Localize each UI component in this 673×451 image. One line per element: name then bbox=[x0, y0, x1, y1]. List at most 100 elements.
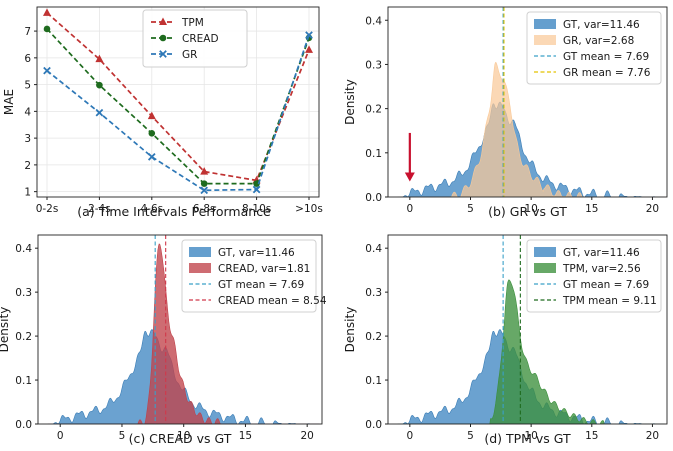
legend-marker bbox=[159, 34, 167, 42]
legend-swatch bbox=[189, 263, 211, 273]
legend-label: GT, var=11.46 bbox=[563, 247, 640, 259]
y-axis-label: Density bbox=[343, 307, 357, 353]
panel-caption: (b) GR vs GT bbox=[488, 204, 567, 219]
x-tick-label: 6-8s bbox=[193, 203, 216, 215]
data-point bbox=[96, 81, 103, 89]
data-point bbox=[43, 66, 51, 75]
legend-marker bbox=[159, 17, 167, 25]
legend-label: TPM, var=2.56 bbox=[562, 263, 641, 275]
x-tick-label: 10 bbox=[524, 430, 537, 442]
x-tick-label: 20 bbox=[300, 430, 313, 442]
axes-frame bbox=[387, 234, 668, 425]
x-tick-label: 15 bbox=[239, 430, 252, 442]
y-tick-label: 0.3 bbox=[365, 287, 382, 299]
legend-label: TPM bbox=[181, 17, 204, 29]
y-tick-label: 0.4 bbox=[365, 15, 382, 27]
legend-swatch bbox=[534, 35, 556, 45]
legend-label: GR, var=2.68 bbox=[563, 35, 634, 47]
data-point bbox=[252, 185, 261, 194]
x-tick-label: >10s bbox=[295, 203, 323, 215]
data-point bbox=[43, 25, 51, 33]
data-point bbox=[147, 153, 156, 161]
x-tick-label: 15 bbox=[585, 430, 598, 442]
data-point bbox=[95, 54, 104, 63]
y-tick-label: 7 bbox=[24, 26, 31, 38]
y-tick-label: 0.3 bbox=[15, 287, 32, 299]
legend-marker bbox=[159, 50, 167, 58]
legend: TPM CREAD GR bbox=[142, 9, 248, 68]
y-tick-label: 0.0 bbox=[15, 419, 32, 431]
x-tick-label: 0 bbox=[57, 430, 64, 442]
x-tick-label: 10 bbox=[524, 203, 537, 215]
y-tick-label: 0.1 bbox=[365, 148, 382, 160]
y-axis-label: Density bbox=[343, 79, 357, 125]
data-point bbox=[253, 180, 260, 187]
x-tick-label: 5 bbox=[467, 430, 474, 442]
panel-a: 1 2 3 4 5 6 7 0-2s 2-4s 4-6s 6-8s 8-10s >10s MAE (a) T… bbox=[2, 6, 323, 219]
legend-label: GR bbox=[182, 49, 197, 61]
annotation-arrow-head bbox=[404, 172, 415, 182]
data-point bbox=[305, 45, 313, 53]
x-tick-label: 0 bbox=[406, 430, 413, 442]
legend-label: GT mean = 7.69 bbox=[563, 279, 649, 291]
axes-frame bbox=[37, 234, 323, 425]
panel-caption: (c) CREAD vs GT bbox=[129, 431, 232, 446]
legend-label: GT mean = 7.69 bbox=[563, 51, 649, 63]
y-tick-label: 1 bbox=[24, 187, 31, 199]
y-tick-label: 5 bbox=[24, 80, 31, 92]
series-gr bbox=[43, 31, 313, 195]
panel-caption: (d) TPM vs GT bbox=[484, 431, 571, 446]
plot-area bbox=[397, 235, 665, 424]
y-tick-label: 0.0 bbox=[365, 419, 382, 431]
legend-box bbox=[181, 239, 317, 313]
data-point bbox=[95, 108, 104, 117]
axes-frame bbox=[387, 6, 668, 198]
legend-swatch bbox=[189, 247, 211, 257]
data-point bbox=[305, 31, 313, 39]
legend-box bbox=[526, 11, 662, 85]
data-point bbox=[200, 180, 208, 187]
x-tick-label: 0 bbox=[406, 203, 413, 215]
data-point bbox=[200, 186, 209, 195]
x-tick-label: 0-2s bbox=[36, 203, 59, 215]
panel-caption: (a) Time Intervals Performance bbox=[77, 204, 271, 219]
legend: GT, var=11.46 CREAD, var=1.81 GT mean = 7.… bbox=[181, 239, 327, 313]
y-tick-label: 6 bbox=[24, 53, 31, 65]
legend-label: GR mean = 7.76 bbox=[563, 67, 651, 79]
x-tick-label: 4-6s bbox=[140, 203, 163, 215]
gt-density-area bbox=[397, 101, 665, 197]
legend-label: GT, var=11.46 bbox=[218, 247, 295, 259]
series-line bbox=[46, 28, 310, 185]
y-tick-label: 0.0 bbox=[365, 192, 382, 204]
y-tick-label: 4 bbox=[24, 106, 31, 118]
data-point bbox=[147, 111, 156, 120]
legend-label: CREAD mean = 8.54 bbox=[218, 295, 327, 307]
axes-frame bbox=[36, 6, 320, 198]
legend-swatch bbox=[534, 263, 556, 273]
data-point bbox=[148, 130, 156, 137]
plot-area bbox=[47, 235, 320, 424]
x-tick-label: 20 bbox=[646, 430, 659, 442]
legend-label: GT mean = 7.69 bbox=[218, 279, 304, 291]
x-tick-label: 8-10s bbox=[242, 203, 271, 215]
legend-label: GT, var=11.46 bbox=[563, 19, 640, 31]
legend-box bbox=[142, 9, 248, 68]
panel-c: 0.0 0.1 0.2 0.3 0.4 0 5 10 15 20 Density (c) CREAD … bbox=[0, 234, 327, 446]
legend: GT, var=11.46 TPM, var=2.56 GT mean = 7.69… bbox=[526, 239, 662, 313]
y-axis-label: Density bbox=[0, 307, 11, 353]
legend-label: CREAD, var=1.81 bbox=[218, 263, 310, 275]
legend-swatch bbox=[534, 247, 556, 257]
y-tick-label: 0.2 bbox=[15, 331, 32, 343]
plot-area bbox=[397, 7, 665, 197]
y-tick-label: 0.3 bbox=[365, 59, 382, 71]
series-cread bbox=[43, 25, 313, 187]
y-tick-label: 3 bbox=[24, 133, 31, 145]
y-tick-label: 0.4 bbox=[365, 243, 382, 255]
x-tick-label: 5 bbox=[119, 430, 126, 442]
legend: GT, var=11.46 GR, var=2.68 GT mean = 7.69 G… bbox=[526, 11, 662, 85]
y-tick-label: 0.2 bbox=[365, 331, 382, 343]
gr-density-area bbox=[397, 61, 665, 197]
y-tick-label: 0.1 bbox=[15, 375, 32, 387]
data-point bbox=[200, 167, 209, 175]
